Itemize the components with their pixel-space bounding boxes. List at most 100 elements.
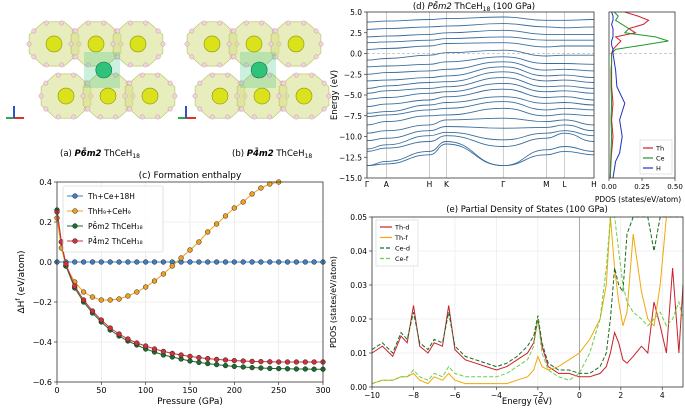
thorium-atom <box>203 35 221 53</box>
legend-marker <box>72 208 78 214</box>
legend-marker <box>72 223 78 229</box>
hydrogen-atom <box>268 41 274 47</box>
data-point <box>240 259 246 265</box>
data-point <box>284 366 291 372</box>
x-tick-label: 0 <box>577 391 582 400</box>
hydrogen-atom <box>113 72 119 78</box>
hydrogen-atom <box>71 114 77 120</box>
band-line <box>366 101 595 118</box>
axes-indicator-b <box>178 106 196 119</box>
y-tick-label: 0.0 <box>350 50 362 59</box>
pdos-line <box>371 216 683 385</box>
data-point <box>160 271 167 277</box>
y-axis: −0.6 −0.4 −0.2 0.0 0.2 0.4 <box>33 178 57 387</box>
hydrogen-atom <box>115 28 121 34</box>
hydrogen-atom <box>160 41 166 47</box>
hydrogen-atom <box>273 28 279 34</box>
hydrogen-atom <box>239 106 245 112</box>
data-point <box>240 358 246 364</box>
hydrogen-atom <box>243 62 249 68</box>
data-point <box>311 366 317 372</box>
data-point <box>196 259 202 265</box>
data-point <box>178 255 184 261</box>
x-axis: −10 −8 −6 −4 −2 0 2 4 <box>364 387 665 400</box>
data-point <box>187 358 193 364</box>
hydrogen-atom <box>234 93 240 99</box>
band-line <box>366 16 595 23</box>
x-axis: 0 50 100 150 200 250 300 <box>54 382 331 395</box>
legend: Th-d Th-f Ce-d Ce-f <box>375 219 419 267</box>
data-point <box>89 294 96 300</box>
band-line <box>366 124 595 142</box>
hydrogen-atom <box>321 106 327 112</box>
data-point <box>293 259 300 265</box>
data-point <box>222 259 229 265</box>
y-tick-label: 0.00 <box>350 383 367 392</box>
x-tick-label: 2 <box>618 391 623 400</box>
legend-label: P4̄m2 ThCeH₁₈ <box>88 237 143 246</box>
band-line <box>366 29 594 38</box>
cerium-atom <box>250 61 268 79</box>
data-point <box>187 247 193 253</box>
hydrogen-atom <box>301 62 307 68</box>
band-line <box>366 141 595 167</box>
data-point <box>249 191 255 197</box>
hydrogen-atom <box>122 93 128 99</box>
y-tick-label: 0.03 <box>350 281 367 290</box>
hydrogen-atom <box>43 106 49 112</box>
band-line <box>366 88 595 108</box>
x-tick-label: 0.00 <box>601 183 617 191</box>
hydrogen-atom <box>85 106 91 112</box>
thorium-atom <box>141 87 159 105</box>
y-axis-label: PDOS (states/eV/atom) <box>329 256 338 348</box>
plot-area <box>609 11 675 179</box>
data-point <box>196 359 202 366</box>
x-tick-label: 100 <box>138 386 153 395</box>
x-tick-label: −8 <box>408 391 419 400</box>
legend-label: Ce-d <box>395 245 410 253</box>
thorium-atom <box>253 87 271 105</box>
hydrogen-atom <box>59 62 65 68</box>
caption-b: (b) P4̄m2 ThCeH18 <box>232 147 312 160</box>
hydrogen-atom <box>197 80 203 86</box>
hydrogen-atom <box>85 20 91 26</box>
band-line <box>366 71 595 89</box>
hydrogen-atom <box>26 41 32 47</box>
data-point <box>98 259 104 265</box>
chart-title: (c) Formation enthalpy <box>139 171 242 181</box>
thorium-atom <box>295 87 313 105</box>
data-point <box>213 361 220 368</box>
data-point <box>302 366 308 372</box>
hydrogen-atom <box>101 20 107 26</box>
data-point <box>284 259 291 265</box>
x-tick-label: −6 <box>449 391 460 400</box>
hydrogen-atom <box>68 41 74 47</box>
plot-area <box>366 12 595 178</box>
data-point <box>125 293 131 299</box>
data-point <box>63 261 69 267</box>
data-point <box>222 362 229 369</box>
data-point <box>160 259 167 265</box>
data-point <box>205 360 211 367</box>
x-tick-label: 250 <box>271 386 286 395</box>
y-tick-label: 0.05 <box>350 213 367 222</box>
hydrogen-atom <box>43 62 49 68</box>
data-point <box>231 357 237 364</box>
band-line <box>366 56 595 68</box>
structure-b: (b) P4̄m2 ThCeH18 <box>178 20 332 160</box>
data-point <box>258 358 264 365</box>
y-tick-label: −0.6 <box>33 378 52 387</box>
data-point <box>205 259 211 265</box>
hydrogen-atom <box>80 93 86 99</box>
data-point <box>151 346 158 352</box>
hydrogen-atom <box>197 106 203 112</box>
x-tick-label: 50 <box>96 386 106 395</box>
band-line <box>366 36 594 44</box>
data-point <box>98 297 104 303</box>
data-point <box>143 259 149 265</box>
thorium-atom <box>45 35 63 53</box>
hydrogen-atom <box>231 28 237 34</box>
data-point <box>89 259 96 265</box>
y-axis-label: Energy (eV) <box>330 70 340 120</box>
data-point <box>231 205 237 211</box>
